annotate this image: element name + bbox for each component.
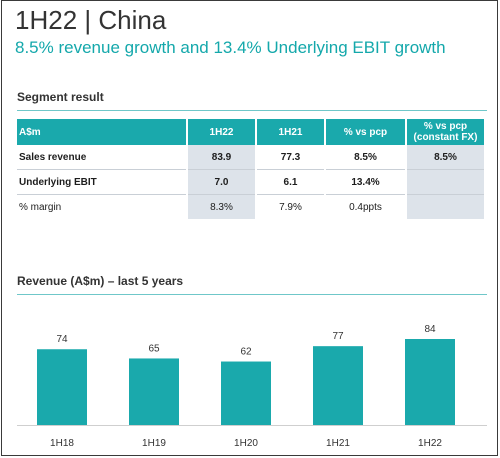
col-header-1h21: 1H21 xyxy=(256,119,326,145)
data-label-1h22: 84 xyxy=(424,324,436,335)
cell-vs-pcp-fx: 8.5% xyxy=(406,145,486,170)
data-label-1h20: 62 xyxy=(240,347,252,358)
col-header-vs-pcp: % vs pcp xyxy=(325,119,407,145)
bar-1h20 xyxy=(221,361,271,425)
x-tick-label-1h19: 1H19 xyxy=(142,438,166,449)
table-row: Sales revenue 83.9 77.3 8.5% 8.5% xyxy=(17,145,486,170)
col-header-vs-pcp-fx-line2: (constant FX) xyxy=(413,132,478,143)
cell-1h21: 77.3 xyxy=(256,145,326,170)
revenue-bar-chart: 74 1H18 65 1H19 62 1H20 77 1H21 84 1H22 xyxy=(17,324,487,449)
segment-result-table: A$m 1H22 1H21 % vs pcp % vs pcp (constan… xyxy=(17,119,486,220)
cell-vs-pcp: 8.5% xyxy=(325,145,407,170)
col-header-vs-pcp-fx: % vs pcp (constant FX) xyxy=(406,119,486,145)
page-subtitle: 8.5% revenue growth and 13.4% Underlying… xyxy=(15,38,446,57)
x-tick-label-1h21: 1H21 xyxy=(326,438,350,449)
data-label-1h21: 77 xyxy=(332,331,344,342)
x-tick-label-1h18: 1H18 xyxy=(50,438,74,449)
cell-vs-pcp-fx xyxy=(406,194,486,220)
x-tick-label-1h20: 1H20 xyxy=(234,438,258,449)
cell-1h22: 8.3% xyxy=(187,194,257,220)
cell-vs-pcp-fx xyxy=(406,169,486,195)
page-title: 1H22 | China xyxy=(15,5,167,35)
cell-1h22: 7.0 xyxy=(187,169,257,195)
row-label: Underlying EBIT xyxy=(17,169,188,195)
col-header-asm: A$m xyxy=(17,119,188,145)
cell-vs-pcp: 0.4ppts xyxy=(325,194,407,220)
segment-divider xyxy=(17,110,487,111)
table-row: % margin 8.3% 7.9% 0.4ppts xyxy=(17,194,486,220)
revenue-divider xyxy=(17,294,487,295)
col-header-1h22: 1H22 xyxy=(187,119,257,145)
x-tick-label-1h22: 1H22 xyxy=(418,438,442,449)
cell-1h22: 83.9 xyxy=(187,145,257,170)
data-label-1h19: 65 xyxy=(148,343,160,354)
row-label: Sales revenue xyxy=(17,145,188,170)
cell-1h21: 7.9% xyxy=(256,194,326,220)
segment-result-heading: Segment result xyxy=(17,90,104,104)
table-row: Underlying EBIT 7.0 6.1 13.4% xyxy=(17,169,486,195)
cell-vs-pcp: 13.4% xyxy=(325,169,407,195)
cell-1h21: 6.1 xyxy=(256,169,326,195)
bar-1h21 xyxy=(313,346,363,425)
row-label: % margin xyxy=(17,194,188,220)
bar-1h19 xyxy=(129,358,179,425)
table-header-row: A$m 1H22 1H21 % vs pcp % vs pcp (constan… xyxy=(17,119,486,145)
revenue-chart-heading: Revenue (A$m) – last 5 years xyxy=(17,274,184,288)
data-label-1h18: 74 xyxy=(56,334,68,345)
col-header-vs-pcp-fx-line1: % vs pcp xyxy=(423,121,468,132)
bar-1h22 xyxy=(405,339,455,425)
bar-1h18 xyxy=(37,349,87,425)
